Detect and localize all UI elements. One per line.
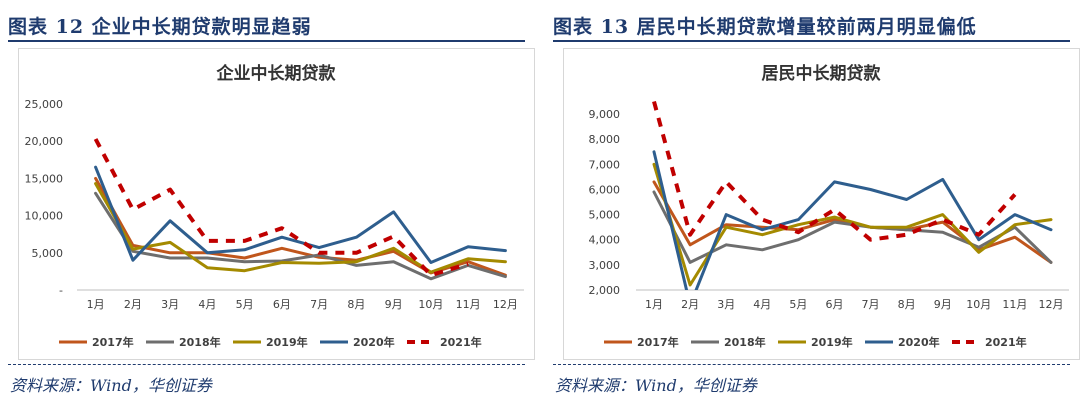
x-tick-label: 11月 (1002, 298, 1027, 311)
series-line (94, 176, 507, 277)
y-tick-label: 6,000 (589, 183, 621, 196)
chart-svg: 居民中长期贷款 2,000 3,000 4,000 5,000 6,000 7,000 8,0… (589, 63, 1069, 349)
x-tick-label: 8月 (898, 298, 916, 311)
legend-label: 2020年 (353, 335, 395, 349)
x-tick-label: 5月 (236, 298, 254, 311)
figure-header: 图表 13 居民中长期贷款增量较前两月明显偏低 (553, 10, 1070, 42)
series-line (94, 182, 507, 274)
chart-frame: 居民中长期贷款 2,000 3,000 4,000 5,000 6,000 7,000 8,0… (563, 48, 1080, 360)
series-line (94, 165, 507, 264)
chart-frame: 企业中长期贷款 - 5,000 10,000 15,000 20,000 25,000 1月 2… (18, 48, 535, 360)
legend-label: 2018年 (179, 335, 221, 349)
x-tick-label: 9月 (385, 298, 403, 311)
y-tick-label: 5,000 (589, 209, 621, 222)
legend-label: 2017年 (637, 335, 679, 349)
x-tick-label: 1月 (87, 298, 105, 311)
x-tick-label: 6月 (825, 298, 843, 311)
series-line (652, 162, 1053, 287)
y-tick-label: 9,000 (589, 108, 621, 121)
y-tick-label: 20,000 (25, 135, 64, 148)
legend-label: 2021年 (985, 335, 1027, 349)
x-tick-label: 1月 (645, 298, 663, 311)
x-tick-label: 6月 (273, 298, 291, 311)
y-tick-label: 7,000 (589, 158, 621, 171)
series-lines (93, 138, 507, 281)
legend-label: 2020年 (898, 335, 940, 349)
figure-13-panel: 图表 13 居民中长期贷款增量较前两月明显偏低 居民中长期贷款 2,000 3,00… (545, 0, 1080, 410)
y-tick-label: - (59, 284, 63, 297)
legend-label: 2019年 (811, 335, 853, 349)
x-tick-label: 9月 (934, 298, 952, 311)
series-line (652, 150, 1053, 290)
x-tick-label: 2月 (681, 298, 699, 311)
legend-label: 2017年 (92, 335, 134, 349)
figure-title: 图表 13 居民中长期贷款增量较前两月明显偏低 (553, 16, 977, 38)
x-tick-label: 7月 (862, 298, 880, 311)
y-tick-label: 15,000 (25, 172, 64, 185)
y-tick-label: 25,000 (25, 98, 64, 111)
x-tick-label: 4月 (753, 298, 771, 311)
source-divider (553, 364, 1070, 365)
x-tick-label: 10月 (966, 298, 991, 311)
source-note: 资料来源：Wind，华创证券 (555, 376, 757, 395)
series-lines (652, 100, 1053, 290)
figure-header: 图表 12 企业中长期贷款明显趋弱 (8, 10, 525, 42)
source-divider (8, 364, 525, 365)
chart-title: 企业中长期贷款 (216, 63, 337, 84)
source-note: 资料来源：Wind，华创证券 (10, 376, 212, 395)
legend-label: 2021年 (440, 335, 482, 349)
series-line (94, 191, 507, 281)
y-tick-label: 4,000 (589, 234, 621, 247)
x-tick-label: 3月 (717, 298, 735, 311)
x-tick-label: 10月 (418, 298, 443, 311)
x-tick-label: 12月 (493, 298, 518, 311)
x-tick-label: 5月 (789, 298, 807, 311)
y-tick-label: 5,000 (32, 247, 64, 260)
chart-title: 居民中长期贷款 (762, 63, 882, 84)
x-tick-label: 7月 (310, 298, 328, 311)
x-tick-label: 3月 (161, 298, 179, 311)
y-tick-label: 10,000 (25, 210, 64, 223)
x-tick-label: 2月 (124, 298, 142, 311)
x-tick-label: 8月 (347, 298, 365, 311)
series-line (93, 138, 469, 278)
legend-label: 2018年 (724, 335, 766, 349)
figure-12-panel: 图表 12 企业中长期贷款明显趋弱 企业中长期贷款 - 5,000 10,000 15,… (0, 0, 535, 410)
y-tick-label: 3,000 (589, 259, 621, 272)
y-tick-label: 2,000 (589, 284, 621, 297)
figure-title: 图表 12 企业中长期贷款明显趋弱 (8, 16, 312, 38)
x-tick-label: 12月 (1038, 298, 1063, 311)
x-tick-label: 4月 (198, 298, 216, 311)
x-tick-label: 11月 (456, 298, 481, 311)
legend-label: 2019年 (266, 335, 308, 349)
y-tick-label: 8,000 (589, 133, 621, 146)
chart-svg: 企业中长期贷款 - 5,000 10,000 15,000 20,000 25,000 1月 2… (25, 63, 524, 349)
